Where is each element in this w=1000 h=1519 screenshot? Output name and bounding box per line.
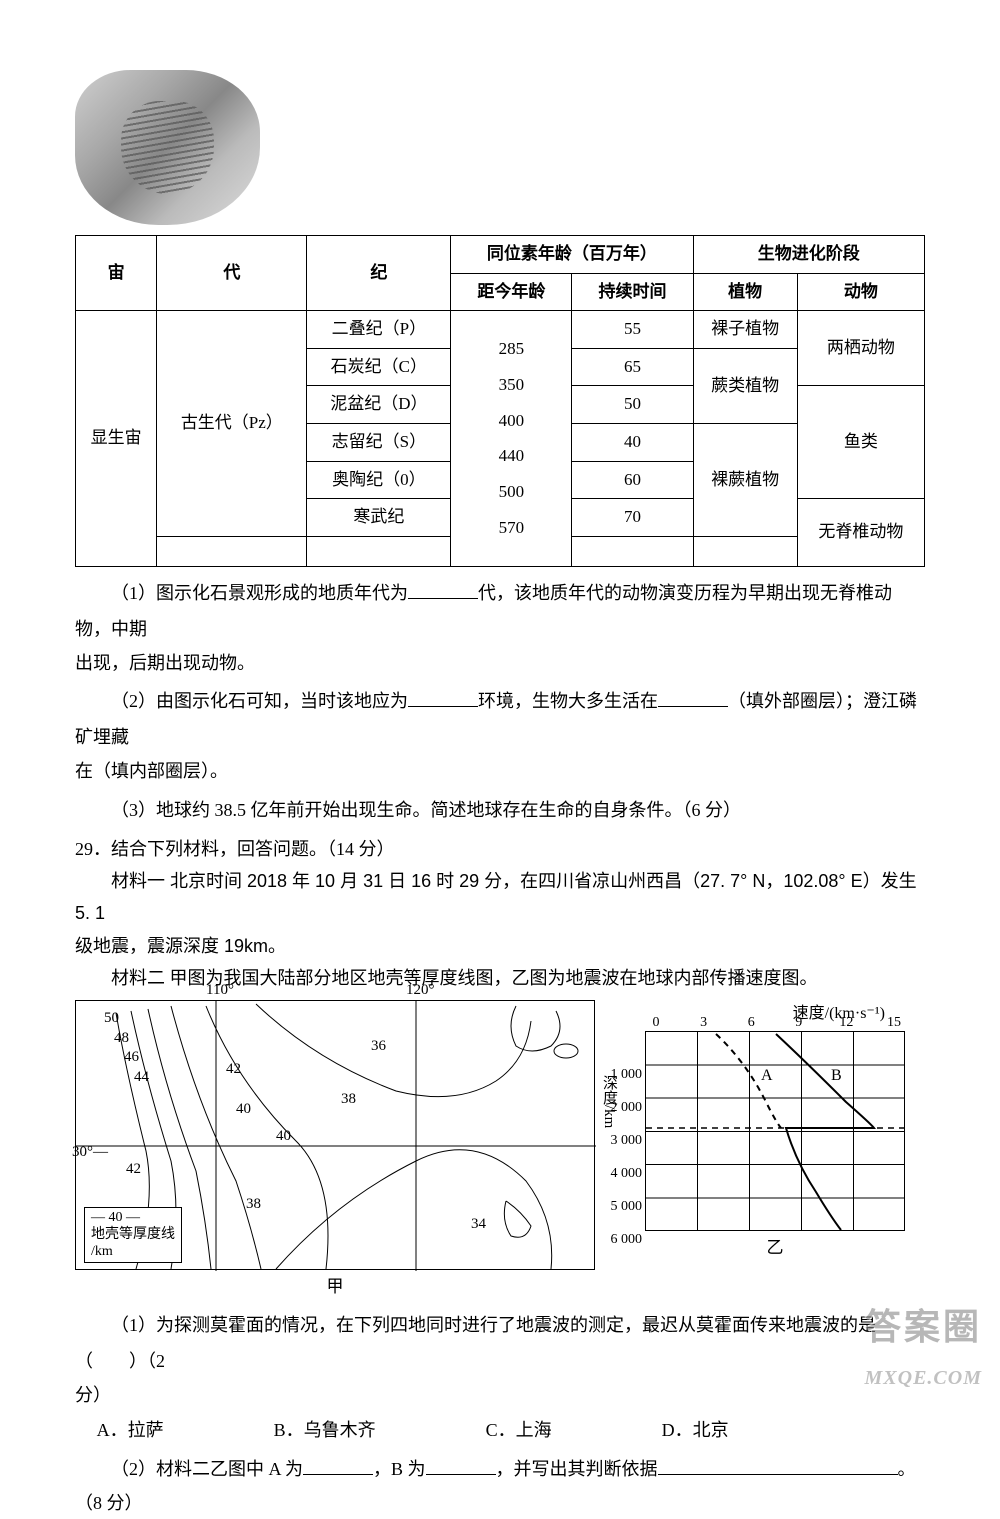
choice-c[interactable]: C．上海 (486, 1414, 552, 1446)
cell-empty (693, 536, 797, 566)
q29-choices: A．拉萨 B．乌鲁木齐 C．上海 D．北京 (97, 1414, 925, 1446)
cell-period: 石炭纪（C） (307, 348, 451, 386)
cell-plant-mid: 蕨类植物 (693, 348, 797, 423)
cell-period: 志留纪（S） (307, 423, 451, 461)
cell-animal-bot: 无脊椎动物 (797, 499, 924, 567)
cell-empty (157, 536, 307, 566)
chart-label-A: A (761, 1067, 773, 1084)
th-isotope: 同位素年龄（百万年） (451, 236, 693, 274)
cell-plant-top: 裸子植物 (693, 311, 797, 349)
cell-period: 二叠纪（P） (307, 311, 451, 349)
cell-empty (572, 536, 693, 566)
cell-animal-top: 两栖动物 (797, 311, 924, 386)
choice-a[interactable]: A．拉萨 (97, 1414, 164, 1446)
cell-duration: 60 (572, 461, 693, 499)
q29-m2: 材料二 甲图为我国大陆部分地区地壳等厚度线图，乙图为地震波在地球内部传播速度图。 (75, 962, 925, 994)
q28-line4: 在（填内部圈层）。 (75, 755, 925, 787)
map-legend: — 40 — 地壳等厚度线 /km (84, 1207, 182, 1263)
q28-line5: （3）地球约 38.5 亿年前开始出现生命。简述地球存在生命的自身条件。（6 分… (75, 792, 925, 828)
q28-line2: 出现，后期出现动物。 (75, 647, 925, 679)
fossil-image (75, 70, 260, 225)
cell-period: 泥盆纪（D） (307, 386, 451, 424)
cell-period: 奥陶纪（0） (307, 461, 451, 499)
watermark: 答案圈 MXQE.COM (865, 1295, 982, 1396)
cell-eon: 显生宙 (76, 311, 157, 567)
th-plants: 植物 (693, 273, 797, 311)
th-era: 代 (157, 236, 307, 311)
map-lon1: 110° (206, 977, 234, 1004)
th-age-now: 距今年龄 (451, 273, 572, 311)
q29-sub2e: （8 分） (75, 1487, 925, 1519)
cell-era: 古生代（Pz） (157, 311, 307, 537)
table-header-row-1: 宙 代 纪 同位素年龄（百万年） 生物进化阶段 (76, 236, 925, 274)
q29-title: 29．结合下列材料，回答问题。（14 分） (75, 833, 925, 865)
choice-d[interactable]: D．北京 (662, 1414, 729, 1446)
map-lon2: 120° (406, 977, 435, 1004)
th-period: 纪 (307, 236, 451, 311)
th-evolution: 生物进化阶段 (693, 236, 924, 274)
map-caption: 甲 (75, 1272, 595, 1303)
cell-plant-bot: 裸蕨植物 (693, 423, 797, 536)
chart-yaxis: 深度/km (595, 1075, 622, 1128)
q29-sub1: （1）为探测莫霍面的情况，在下列四地同时进行了地震波的测定，最迟从莫霍面传来地震… (75, 1307, 925, 1379)
cell-empty (307, 536, 451, 566)
chart-grid: 0 3 6 9 12 15 1 000 2 000 3 000 4 000 5 … (645, 1031, 905, 1231)
th-duration: 持续时间 (572, 273, 693, 311)
cell-period: 寒武纪 (307, 499, 451, 537)
cell-duration: 55 (572, 311, 693, 349)
velocity-chart: 速度/(km·s⁻¹) 0 3 6 9 12 15 1 000 2 000 3 … (605, 1000, 905, 1265)
map-diagram: 110° 120° 30°— 50 48 46 44 42 42 40 40 3… (75, 1000, 595, 1270)
cell-duration: 70 (572, 499, 693, 537)
q29-sub1b: 分） (75, 1379, 925, 1411)
cell-ages: 285 350 400 440 500 570 (451, 311, 572, 567)
cell-animal-mid: 鱼类 (797, 386, 924, 499)
chart-curves-svg: A B (646, 1032, 906, 1232)
q29-m1: 材料一 北京时间 2018 年 10 月 31 日 16 时 29 分，在四川省… (75, 865, 925, 930)
choice-b[interactable]: B．乌鲁木齐 (274, 1414, 376, 1446)
cell-duration: 65 (572, 348, 693, 386)
watermark-url: MXQE.COM (865, 1360, 982, 1396)
th-animals: 动物 (797, 273, 924, 311)
cell-duration: 40 (572, 423, 693, 461)
th-eon: 宙 (76, 236, 157, 311)
table-row: 显生宙 古生代（Pz） 二叠纪（P） 285 350 400 440 500 5… (76, 311, 925, 349)
q29-m1-line2: 级地震，震源深度 19km。 (75, 930, 925, 962)
q28-line1: （1）图示化石景观形成的地质年代为代，该地质年代的动物演变历程为早期出现无脊椎动… (75, 575, 925, 647)
geological-table: 宙 代 纪 同位素年龄（百万年） 生物进化阶段 距今年龄 持续时间 植物 动物 … (75, 235, 925, 567)
diagram-row: 110° 120° 30°— 50 48 46 44 42 42 40 40 3… (75, 1000, 925, 1303)
chart-label-B: B (831, 1067, 842, 1084)
watermark-big: 答案圈 (865, 1295, 982, 1360)
q29-sub2: （2）材料二乙图中 A 为，B 为，并写出其判断依据。 (75, 1451, 925, 1487)
q28-line3: （2）由图示化石可知，当时该地应为环境，生物大多生活在（填外部圈层）；澄江磷矿埋… (75, 683, 925, 755)
chart-caption: 乙 (645, 1233, 905, 1264)
cell-duration: 50 (572, 386, 693, 424)
